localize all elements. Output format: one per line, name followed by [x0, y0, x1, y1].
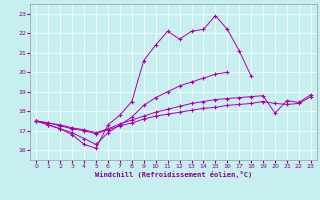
X-axis label: Windchill (Refroidissement éolien,°C): Windchill (Refroidissement éolien,°C) — [95, 171, 252, 178]
